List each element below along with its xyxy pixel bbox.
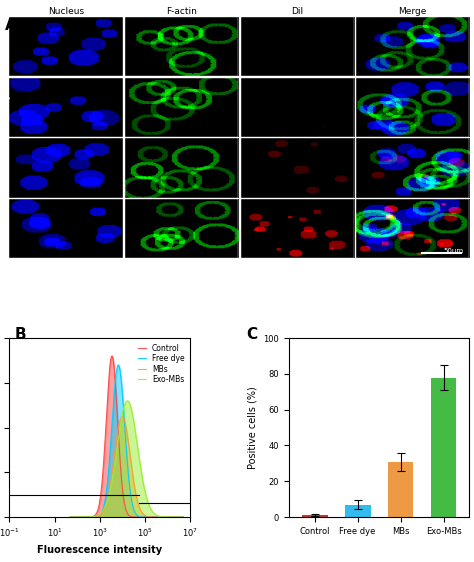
- MBs: [119, 413, 125, 420]
- Y-axis label: MBs: MBs: [2, 159, 11, 176]
- Y-axis label: Control: Control: [2, 31, 11, 62]
- Line: MBs: MBs: [70, 416, 183, 517]
- Y-axis label: Positive cells (%): Positive cells (%): [248, 386, 258, 469]
- Title: Merge: Merge: [399, 7, 427, 16]
- Text: B: B: [14, 327, 26, 342]
- Control: [122, 504, 128, 510]
- Text: A: A: [5, 18, 17, 33]
- Free dye: [180, 514, 186, 520]
- MBs: [119, 413, 125, 420]
- Free dye: [73, 514, 79, 520]
- Exo-MBs: [125, 397, 130, 404]
- Exo-MBs: [177, 514, 182, 520]
- Exo-MBs: [180, 514, 186, 520]
- Y-axis label: Free dye: Free dye: [2, 89, 11, 125]
- Bar: [430, 378, 456, 517]
- Free dye: [156, 514, 162, 520]
- Free dye: [116, 361, 121, 368]
- MBs: [177, 514, 182, 520]
- Control: [119, 483, 125, 490]
- Free dye: [67, 514, 73, 520]
- MBs: [122, 420, 128, 427]
- Control: [180, 514, 186, 520]
- MBs: [73, 514, 79, 520]
- Free dye: [177, 514, 182, 520]
- MBs: [180, 514, 186, 520]
- Y-axis label: Exo-MBs: Exo-MBs: [2, 211, 11, 247]
- Title: F-actin: F-actin: [166, 7, 197, 16]
- Control: [109, 353, 115, 360]
- Control: [67, 514, 73, 520]
- Control: [177, 514, 182, 520]
- Text: 50μm: 50μm: [444, 248, 464, 254]
- MBs: [156, 514, 162, 520]
- Title: DiI: DiI: [291, 7, 303, 16]
- X-axis label: Fluorescence intensity: Fluorescence intensity: [37, 545, 162, 555]
- Control: [156, 514, 162, 520]
- Exo-MBs: [119, 412, 125, 419]
- Line: Control: Control: [70, 356, 183, 517]
- Text: C: C: [246, 327, 257, 342]
- Exo-MBs: [177, 514, 182, 520]
- MBs: [177, 514, 182, 520]
- Free dye: [122, 429, 128, 436]
- Title: Nucleus: Nucleus: [48, 7, 84, 16]
- Free dye: [177, 514, 182, 520]
- Bar: [302, 515, 328, 517]
- Exo-MBs: [73, 514, 79, 520]
- Bar: [388, 461, 413, 517]
- Control: [73, 514, 79, 520]
- Bar: [345, 505, 371, 517]
- Control: [177, 514, 182, 520]
- Exo-MBs: [156, 513, 162, 519]
- MBs: [67, 514, 73, 520]
- Exo-MBs: [122, 400, 128, 407]
- Free dye: [119, 388, 125, 395]
- Line: Exo-MBs: Exo-MBs: [70, 401, 183, 517]
- Legend: Control, Free dye, MBs, Exo-MBs: Control, Free dye, MBs, Exo-MBs: [137, 342, 186, 386]
- Exo-MBs: [67, 514, 73, 520]
- Line: Free dye: Free dye: [70, 365, 183, 517]
